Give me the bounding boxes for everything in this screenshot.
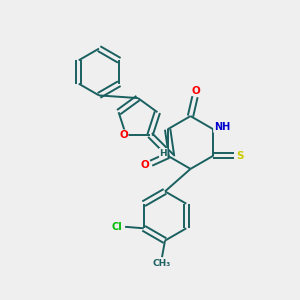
Text: NH: NH [214, 122, 230, 132]
Text: O: O [191, 85, 200, 96]
Text: H: H [159, 148, 167, 158]
Text: CH₃: CH₃ [153, 259, 171, 268]
Text: Cl: Cl [111, 222, 122, 232]
Text: O: O [140, 160, 149, 170]
Text: O: O [119, 130, 128, 140]
Text: S: S [237, 151, 244, 161]
